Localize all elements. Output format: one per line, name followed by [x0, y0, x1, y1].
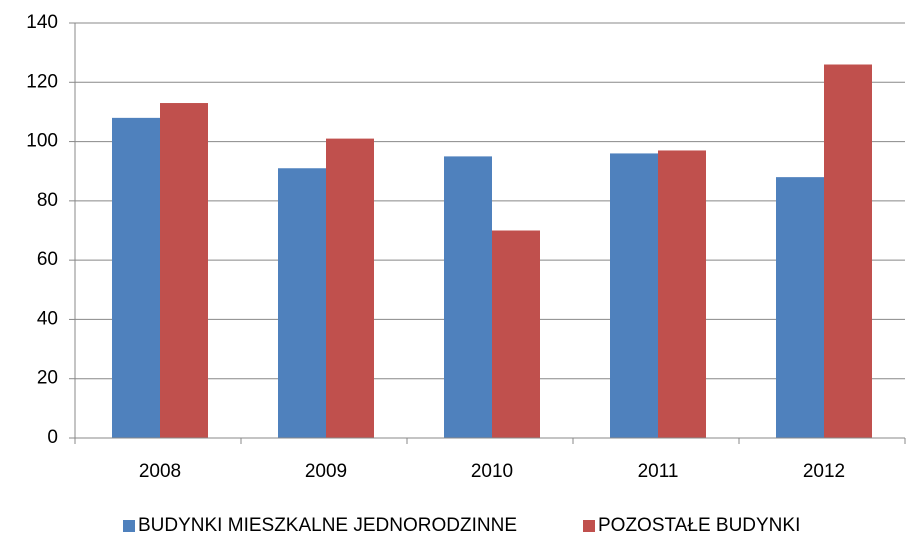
bar [658, 150, 706, 438]
bar [160, 103, 208, 439]
legend-swatch [583, 520, 595, 532]
y-tick-label: 80 [37, 190, 58, 211]
x-tick-label: 2009 [305, 461, 347, 482]
bar [112, 117, 160, 438]
bar [492, 230, 540, 438]
y-tick-label: 120 [26, 71, 58, 92]
bar [278, 168, 326, 438]
x-tick-label: 2010 [471, 461, 513, 482]
x-tick-label: 2008 [139, 461, 181, 482]
y-tick-label: 60 [37, 249, 58, 270]
y-tick-label: 100 [26, 131, 58, 152]
legend-swatch [123, 520, 135, 532]
y-tick-label: 140 [26, 12, 58, 33]
bar [444, 156, 492, 438]
y-tick-label: 40 [37, 308, 58, 329]
bar [776, 177, 824, 438]
y-tick-label: 20 [37, 368, 58, 389]
bar [824, 64, 872, 438]
bar [610, 153, 658, 438]
legend-label: POZOSTAŁE BUDYNKI [598, 515, 800, 536]
legend-label: BUDYNKI MIESZKALNE JEDNORODZINNE [138, 515, 517, 536]
y-tick-label: 0 [47, 427, 58, 448]
x-tick-label: 2012 [803, 461, 845, 482]
x-tick-label: 2011 [638, 461, 679, 482]
bar [326, 138, 374, 438]
